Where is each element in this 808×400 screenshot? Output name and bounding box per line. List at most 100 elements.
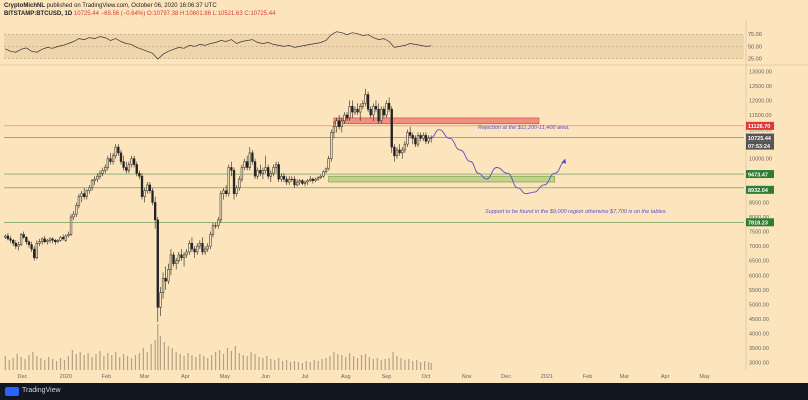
resistance-zone: [333, 117, 540, 125]
volume-bar: [24, 359, 26, 370]
candle: [135, 161, 138, 177]
candle-body: [193, 248, 196, 253]
candle: [14, 240, 17, 250]
candle: [385, 100, 388, 118]
candle-body: [67, 234, 70, 237]
candle-body: [251, 152, 254, 162]
volume-bar: [12, 358, 14, 370]
candle: [217, 217, 220, 229]
time-axis[interactable]: Dec 2020 Feb Mar Apr May Jun Jul Aug Sep Oct Nov Dec…: [18, 374, 711, 380]
candle-body: [104, 167, 107, 171]
footer-brand: TradingView: [22, 387, 61, 394]
candle-body: [30, 244, 33, 250]
candle-body: [38, 241, 41, 244]
candle: [154, 196, 157, 229]
candle-body: [277, 164, 280, 180]
candle-body: [295, 181, 299, 186]
volume-bar: [91, 357, 93, 370]
candle-body: [364, 94, 367, 104]
candle: [51, 237, 54, 244]
candle: [130, 155, 133, 168]
candle-body: [9, 238, 12, 241]
time-tick-label: Apr: [181, 374, 190, 380]
volume-bar: [48, 357, 50, 370]
candle: [167, 263, 170, 285]
candle: [277, 161, 280, 183]
candle: [214, 222, 217, 229]
price-label-text: 8932.04: [748, 188, 769, 194]
candle-body: [235, 187, 238, 194]
rsi-pane: 25.00 50.00 75.00: [0, 31, 808, 66]
candle-body: [288, 178, 291, 183]
volume-bar: [207, 358, 209, 370]
candle-body: [298, 180, 301, 183]
candle-body: [196, 245, 199, 253]
candle-body: [77, 196, 81, 206]
candle: [288, 176, 291, 185]
candle-body: [164, 277, 167, 282]
candle-body: [48, 238, 52, 241]
candle: [198, 240, 201, 250]
price-tick-label: 10000.00: [749, 157, 772, 163]
candle-body: [101, 170, 104, 174]
candle: [427, 135, 430, 145]
candle: [75, 202, 78, 217]
time-tick-label: 2021: [541, 374, 553, 380]
candle: [40, 237, 44, 245]
candle-body: [285, 178, 288, 183]
candle: [201, 237, 204, 255]
candle: [403, 141, 407, 153]
candle: [90, 179, 94, 191]
candle: [316, 176, 320, 181]
volume-bar: [309, 362, 311, 370]
price-label-bg: [746, 121, 774, 130]
price-tick-label: 8500.00: [749, 200, 769, 206]
candle: [290, 176, 294, 183]
candle: [159, 286, 162, 317]
candle-body: [398, 149, 401, 154]
candle-body: [395, 149, 399, 157]
candle: [387, 97, 391, 113]
symbol-name[interactable]: BITSTAMP:BTCUSD, 1D: [4, 11, 73, 17]
candle: [398, 144, 401, 156]
candle-body: [90, 180, 94, 189]
candle-body: [280, 175, 283, 180]
candle-body: [211, 225, 215, 235]
candle-body: [201, 242, 204, 253]
candle-body: [306, 180, 309, 183]
candle-body: [19, 234, 23, 245]
volume-bar: [146, 352, 148, 370]
candle-body: [14, 242, 17, 247]
candle-body: [135, 164, 138, 174]
candle: [416, 132, 420, 148]
candle: [359, 103, 362, 121]
candle: [332, 120, 336, 139]
candle-body: [224, 190, 228, 194]
candle-body: [75, 205, 78, 215]
price-chart[interactable]: 25.00 50.00 75.00 Rejection at the $11,200…: [0, 0, 808, 383]
candle: [248, 147, 251, 171]
candle: [119, 149, 123, 165]
candle: [206, 243, 209, 252]
candle: [111, 152, 115, 165]
candle: [88, 184, 91, 194]
candle: [85, 189, 88, 200]
candle-body: [40, 238, 44, 243]
candle-body: [248, 152, 251, 168]
candle-body: [127, 164, 131, 171]
candle-body: [335, 120, 338, 127]
publisher-name[interactable]: CryptoMichNL: [4, 3, 45, 9]
volume-bar: [71, 350, 73, 370]
candle-body: [230, 167, 233, 171]
candle-body: [366, 94, 370, 110]
candle-body: [351, 106, 354, 113]
candle-body: [327, 158, 330, 170]
volume-bar: [20, 357, 22, 370]
price-axis[interactable]: 3000.00 3500.00 4000.00 4500.00 5000.00 5500.…: [745, 20, 772, 370]
symbol-line: BITSTAMP:BTCUSD, 1D 10725.44 −69.56 (−0.…: [4, 11, 275, 17]
candle: [340, 117, 343, 133]
support-annotation: Support to be found in the $9,000 region…: [485, 209, 667, 215]
projection-path: [431, 129, 566, 195]
price-tick-label: 5000.00: [749, 302, 769, 308]
candle: [372, 103, 375, 121]
